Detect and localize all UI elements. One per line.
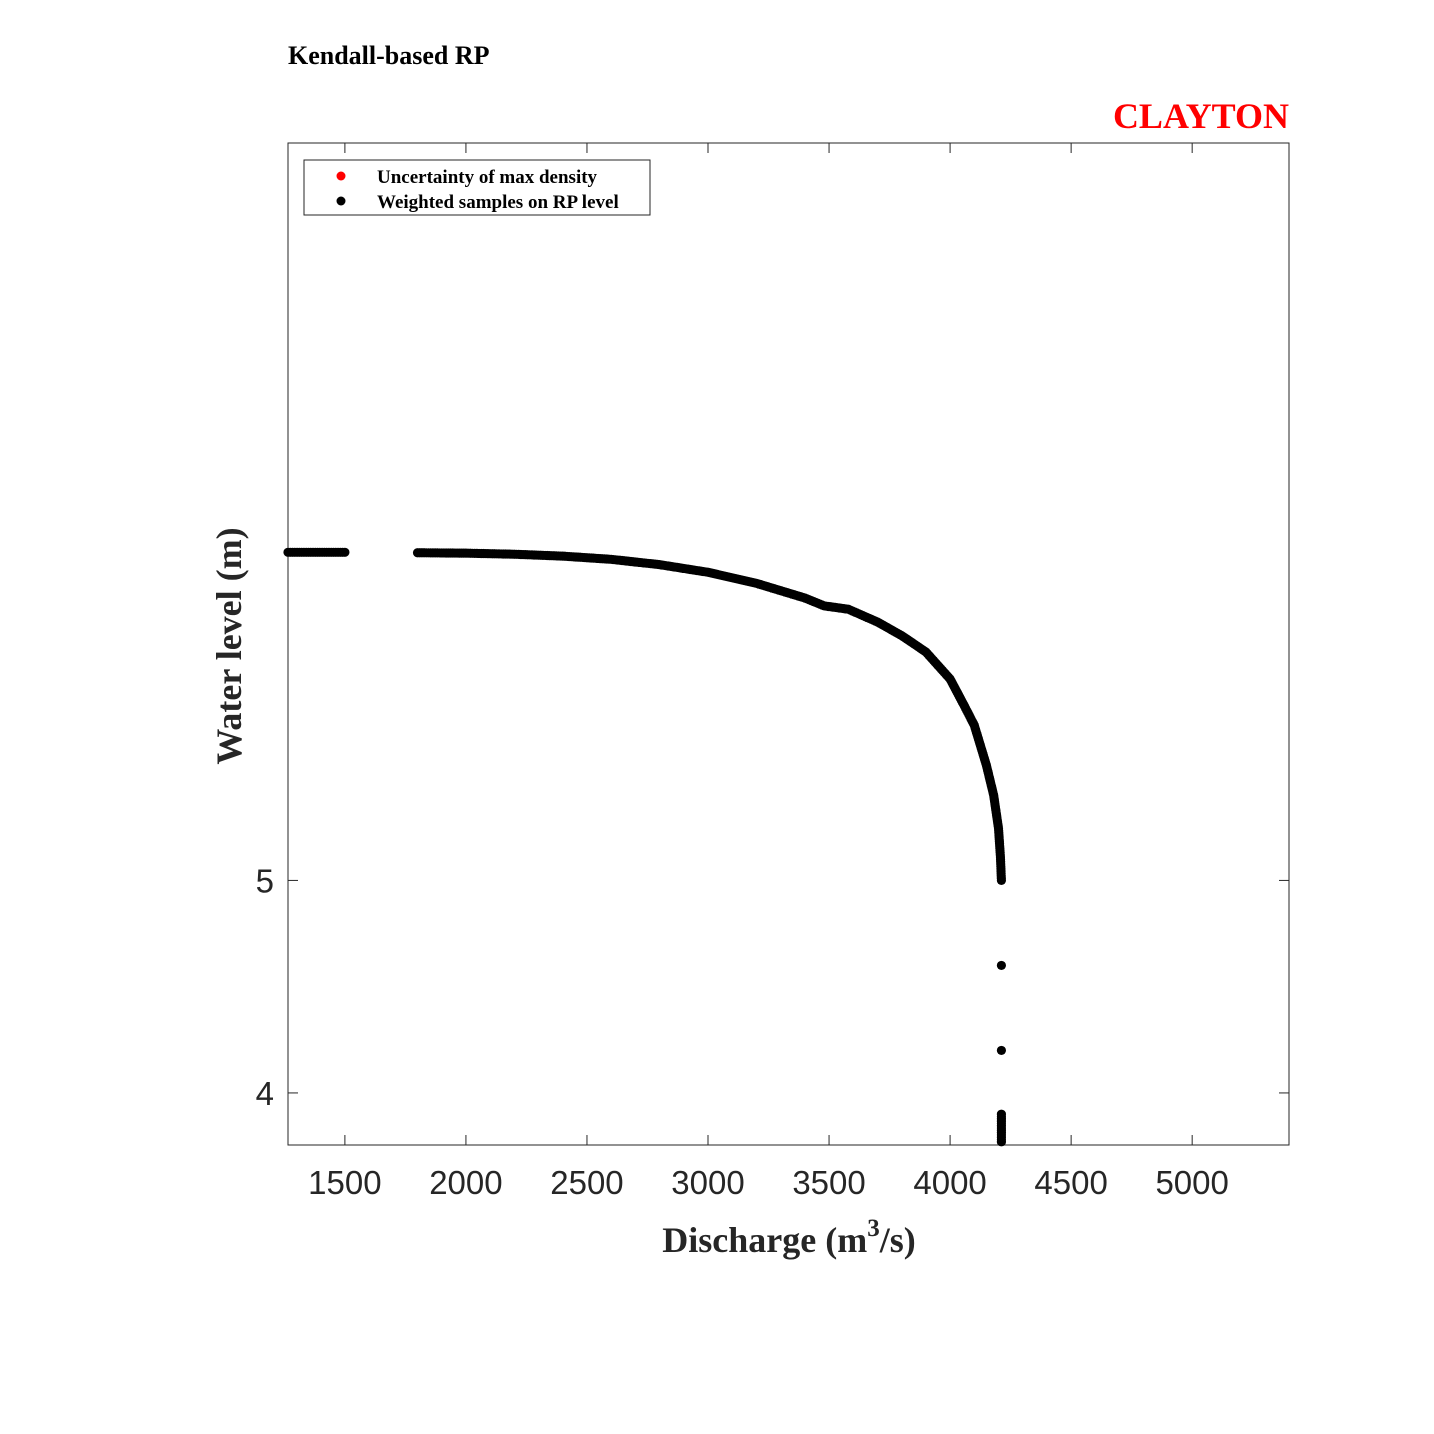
y-tick-label: 4 — [256, 1075, 274, 1112]
data-point — [996, 875, 1007, 886]
y-axis: 45 — [256, 862, 1289, 1112]
x-axis-label-end: /s) — [879, 1220, 916, 1260]
x-tick-label: 2000 — [429, 1164, 502, 1201]
y-tick-label: 5 — [256, 862, 274, 899]
x-tick-label: 4500 — [1034, 1164, 1107, 1201]
x-tick-label: 5000 — [1155, 1164, 1228, 1201]
model-label: CLAYTON — [1113, 96, 1289, 136]
legend-marker-weighted — [336, 196, 346, 206]
x-tick-label: 2500 — [550, 1164, 623, 1201]
x-tick-label: 3500 — [792, 1164, 865, 1201]
x-tick-label: 3000 — [671, 1164, 744, 1201]
x-axis: 1500 2000 2500 3000 3500 4000 4500 5000 — [308, 143, 1229, 1201]
legend-marker-uncertainty — [336, 171, 346, 181]
x-tick-label: 1500 — [308, 1164, 381, 1201]
x-tick-label: 4000 — [913, 1164, 986, 1201]
legend-label-weighted: Weighted samples on RP level — [377, 192, 619, 213]
y-axis-label: Water level (m) — [209, 527, 249, 764]
legend-box — [303, 159, 651, 216]
data-point — [996, 1045, 1007, 1056]
legend: Uncertainty of max density Weighted samp… — [303, 159, 651, 216]
data-point — [340, 547, 350, 557]
x-axis-label: Discharge (m3/s) — [662, 1215, 915, 1260]
x-axis-label-main: Discharge (m — [662, 1220, 867, 1260]
data-point — [996, 1137, 1007, 1147]
x-axis-label-superscript: 3 — [867, 1215, 880, 1242]
chart-title: Kendall-based RP — [288, 41, 490, 70]
legend-label-uncertainty: Uncertainty of max density — [377, 167, 598, 188]
plot-area — [287, 142, 1290, 1146]
data-point — [996, 960, 1007, 971]
data-points — [283, 547, 1007, 1147]
